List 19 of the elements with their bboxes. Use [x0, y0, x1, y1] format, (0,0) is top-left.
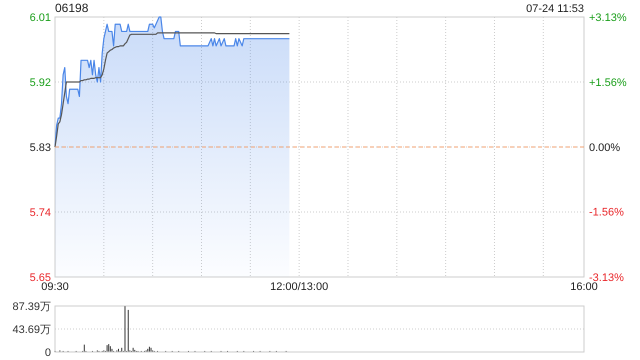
y2-tick-label: 0.00% — [589, 142, 620, 154]
y2-tick-label: -1.56% — [589, 206, 624, 219]
chart-title: 06198 — [55, 1, 89, 15]
line-series — [54, 32, 290, 148]
y2-tick-label: +1.56% — [589, 77, 627, 90]
y-tick-label: 5.74 — [30, 206, 51, 219]
x-tick-label: 16:00 — [570, 281, 598, 293]
text: 07-24 11:53 — [526, 3, 584, 15]
y-tick-label: 87.39万 — [12, 300, 51, 313]
y-tick-label: 0 — [44, 346, 51, 359]
x-tick-label: 09:30 — [41, 281, 69, 293]
y-tick-label: 6.01 — [30, 12, 51, 24]
y-tick-label: 43.69万 — [12, 324, 51, 336]
y-tick-label: 5.83 — [30, 142, 51, 154]
y-tick-label: 5.92 — [30, 76, 51, 89]
x-tick-label: 12:00/13:00 — [270, 281, 328, 293]
y2-tick-label: -3.13% — [589, 272, 624, 284]
y-tick-label: 5.65 — [30, 272, 51, 284]
y2-tick-label: +3.13% — [589, 12, 627, 24]
